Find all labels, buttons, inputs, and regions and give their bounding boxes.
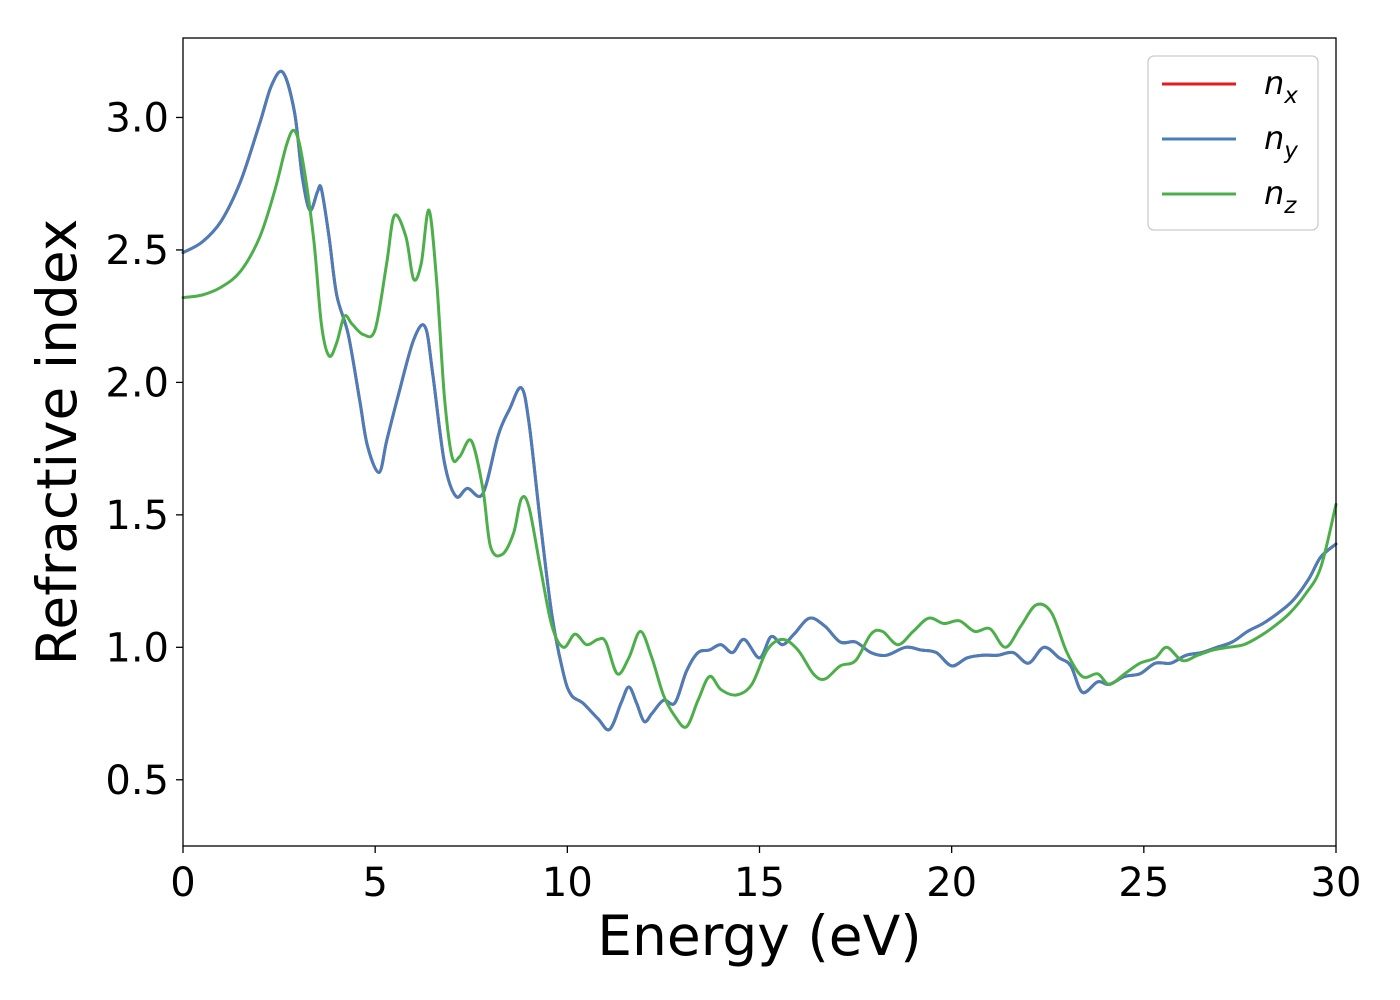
x-tick-label: 25 bbox=[1118, 860, 1169, 906]
series-line-n-z bbox=[181, 128, 1338, 729]
legend-label-base: n bbox=[1264, 174, 1284, 212]
legend-label-subscript: y bbox=[1283, 138, 1298, 164]
x-tick-label: 20 bbox=[926, 860, 977, 906]
y-tick-label: 1.0 bbox=[105, 625, 169, 671]
legend-label-base: n bbox=[1264, 64, 1284, 102]
x-tick-label: 30 bbox=[1311, 860, 1362, 906]
legend-box bbox=[1147, 55, 1319, 231]
y-tick-label: 1.5 bbox=[105, 493, 169, 539]
series-layer bbox=[181, 69, 1338, 732]
x-tick-label: 0 bbox=[170, 860, 195, 906]
plot-area bbox=[183, 38, 1336, 846]
x-tick-label: 15 bbox=[734, 860, 785, 906]
plot-frame bbox=[182, 37, 1337, 847]
y-tick-label: 2.0 bbox=[105, 360, 169, 406]
y-tick-label: 3.0 bbox=[105, 95, 169, 141]
legend-label-subscript: x bbox=[1283, 83, 1298, 109]
x-tick-label: 10 bbox=[542, 860, 593, 906]
legend-label-base: n bbox=[1264, 119, 1284, 157]
x-axis-label: Energy (eV) bbox=[597, 904, 921, 968]
legend-label-n-y: ny bbox=[1264, 119, 1298, 164]
y-tick-label: 0.5 bbox=[105, 758, 169, 804]
y-tick-label: 2.5 bbox=[105, 228, 169, 274]
legend-label-subscript: z bbox=[1283, 193, 1297, 219]
legend-label-n-z: nz bbox=[1264, 174, 1297, 219]
x-tick-label: 5 bbox=[362, 860, 387, 906]
ticks-layer: 0 5 10 15 20 25 30 0.5 1.0 1.5 2.0 2.5 3.0 bbox=[105, 95, 1361, 906]
y-axis-label: Refractive index bbox=[25, 219, 89, 666]
legend-label-n-x: nx bbox=[1264, 64, 1298, 109]
